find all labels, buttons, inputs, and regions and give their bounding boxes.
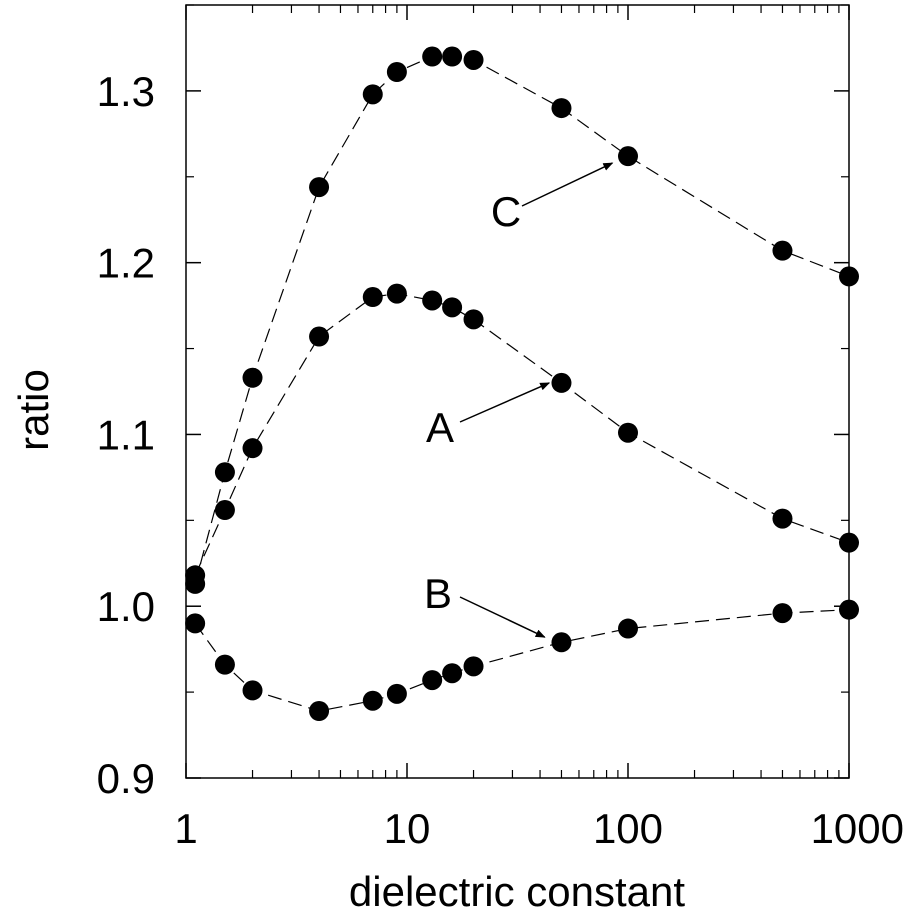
- series-b-point: [242, 680, 263, 701]
- series-a-point: [463, 309, 484, 330]
- annotation-layer: C A B: [424, 162, 614, 638]
- annotation-a-arrow: [459, 382, 551, 423]
- series-b-point: [362, 690, 383, 711]
- series-b-point: [422, 670, 443, 691]
- x-tick-label: 10: [384, 805, 431, 852]
- series-layer: [185, 46, 859, 722]
- series-b-point: [214, 654, 235, 675]
- series-c-point: [309, 177, 330, 198]
- series-c-point: [362, 84, 383, 105]
- y-tick-label: 1.0: [97, 583, 155, 630]
- plot-frame: [185, 4, 850, 779]
- x-tick-label: 1000: [811, 805, 904, 852]
- series-a-point: [386, 283, 407, 304]
- annotation-c-arrow: [521, 162, 614, 207]
- annotation-a-label: A: [426, 404, 454, 451]
- series-a-point: [551, 372, 572, 393]
- series-c-line: [194, 55, 850, 585]
- series-b-point: [309, 701, 330, 722]
- series-c-point: [463, 49, 484, 70]
- x-tick-label: 1: [174, 805, 197, 852]
- annotation-b-label: B: [424, 570, 452, 617]
- series-a-point: [185, 565, 206, 586]
- annotation-b-arrow: [459, 596, 546, 638]
- series-b-point: [551, 632, 572, 653]
- y-tick-label: 1.1: [97, 411, 155, 458]
- series-a-point: [242, 438, 263, 459]
- x-axis-title: dielectric constant: [349, 868, 685, 913]
- series-c-point: [422, 46, 443, 67]
- series-b-point: [442, 663, 463, 684]
- series-c-point: [551, 98, 572, 119]
- series-c-point: [442, 46, 463, 67]
- series-a-point: [618, 422, 638, 443]
- y-axis-title: ratio: [10, 369, 57, 451]
- series-a-line: [194, 292, 850, 576]
- series-a-point: [362, 287, 383, 308]
- series-c-point: [242, 367, 263, 388]
- series-c-point: [618, 146, 638, 167]
- series-a-point: [772, 508, 793, 529]
- series-b-point: [386, 683, 407, 704]
- series-c: [185, 46, 859, 594]
- y-tick-label: 1.3: [97, 68, 155, 115]
- x-tick-label: 100: [593, 805, 663, 852]
- series-c-point: [214, 462, 235, 483]
- series-a-point: [442, 297, 463, 318]
- axis-layer: 1 10 100 1000 0.9 1.0 1.1 1.2 1.3: [97, 4, 904, 852]
- series-a-point: [309, 326, 330, 347]
- series-c-point: [386, 61, 407, 82]
- series-a-point: [214, 500, 235, 521]
- series-a: [185, 283, 859, 586]
- series-b-line: [194, 609, 850, 712]
- y-tick-label: 0.9: [97, 755, 155, 802]
- series-b: [185, 599, 859, 722]
- series-b-point: [185, 613, 206, 634]
- y-tick-label: 1.2: [97, 240, 155, 287]
- series-b-point: [463, 656, 484, 677]
- annotation-c-label: C: [491, 188, 521, 235]
- series-a-point: [422, 290, 443, 311]
- series-b-point: [772, 603, 793, 624]
- series-b-point: [618, 618, 638, 639]
- series-c-point: [772, 240, 793, 261]
